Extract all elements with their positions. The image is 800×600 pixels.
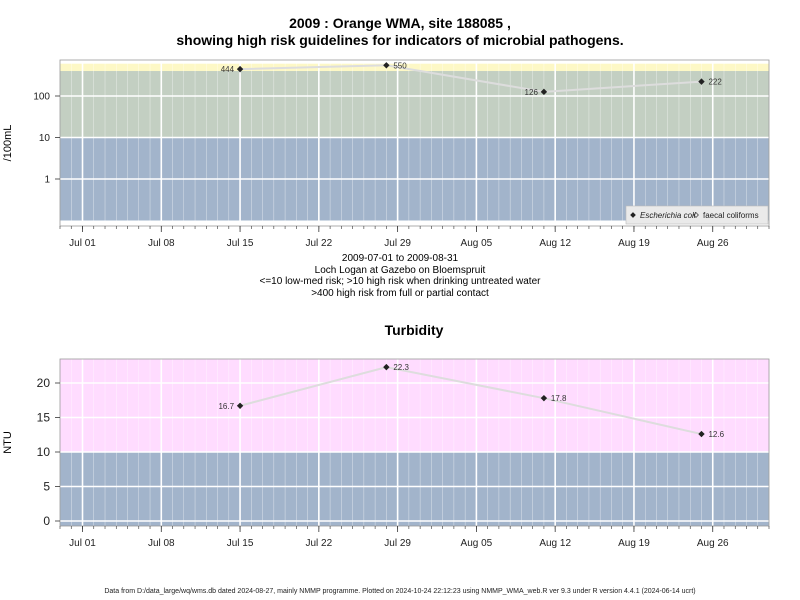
data-label: 222 <box>708 78 722 87</box>
data-label: 16.7 <box>218 402 234 411</box>
x-tick-label: Jul 22 <box>305 538 332 549</box>
data-point <box>698 430 705 438</box>
data-point <box>383 62 390 69</box>
y-axis-title: /100mL <box>2 125 14 162</box>
series-line <box>239 366 702 436</box>
date-range-label: 2009-07-01 to 2009-08-31 <box>341 253 459 264</box>
data-label: 22.3 <box>393 363 409 372</box>
y-tick-label: 1 <box>44 174 50 185</box>
x-tick-label: Jul 01 <box>69 538 96 549</box>
x-tick-label: Jul 22 <box>305 238 332 249</box>
x-tick-label: Jul 29 <box>384 238 411 249</box>
data-label: 444 <box>221 65 235 74</box>
data-source-footer: Data from D:/data_large/wq/wms.db dated … <box>104 588 696 595</box>
data-label: 17.8 <box>551 394 567 403</box>
chart-title-line2: showing high risk guidelines for indicat… <box>176 32 624 48</box>
y-tick-label: 100 <box>33 91 50 102</box>
data-point <box>383 363 390 371</box>
x-tick-label: Aug 19 <box>618 538 650 549</box>
turbidity-chart: Turbidity Jul 01 Jul 08 Jul 15 Jul 22 Jul 29 A… <box>2 322 770 549</box>
x-tick-label: Jul 15 <box>227 538 254 549</box>
risk-band <box>60 452 769 526</box>
x-tick-label: Aug 12 <box>539 538 571 549</box>
legend-marker <box>693 212 699 218</box>
x-tick-label: Jul 01 <box>69 238 96 249</box>
data-label: 12.6 <box>708 430 724 439</box>
series-line <box>240 64 702 93</box>
turbidity-title: Turbidity <box>385 322 444 338</box>
legend-label: faecal coliforms <box>703 211 759 220</box>
data-label: 550 <box>393 61 407 70</box>
y-tick-label: 5 <box>43 480 50 494</box>
risk-band <box>60 71 769 138</box>
y-tick-label: 10 <box>39 133 51 144</box>
data-point <box>540 394 548 402</box>
risk-band <box>60 63 769 72</box>
risk-note-drinking: <=10 low-med risk; >10 high risk when dr… <box>259 276 541 287</box>
x-tick-label: Jul 15 <box>227 238 254 249</box>
y-tick-label: 10 <box>37 445 51 459</box>
y-tick-label: 20 <box>37 376 51 390</box>
x-tick-label: Aug 26 <box>697 538 729 549</box>
plot-frame <box>59 59 770 227</box>
legend-label: Escherichia coli <box>640 211 696 220</box>
x-tick-label: Aug 05 <box>461 238 493 249</box>
site-name-label: Loch Logan at Gazebo on Bloemspruit <box>314 264 486 276</box>
risk-band <box>60 359 769 452</box>
legend-box <box>625 205 769 225</box>
x-tick-label: Aug 26 <box>697 238 729 249</box>
risk-note-contact: >400 high risk from full or partial cont… <box>311 287 489 299</box>
x-tick-label: Jul 08 <box>148 538 175 549</box>
x-tick-label: Aug 05 <box>461 538 493 549</box>
data-point <box>698 78 705 85</box>
y-tick-label: 0 <box>43 514 50 528</box>
chart-title-line1: 2009 : Orange WMA, site 188085 , <box>289 15 511 31</box>
data-point <box>236 402 244 409</box>
x-tick-label: Aug 19 <box>618 238 650 249</box>
y-tick-label: 15 <box>37 411 51 425</box>
bacteria-chart: Jul 01 Jul 08 Jul 15 Jul 22 Jul 29 Aug 05 Aug … <box>2 59 770 249</box>
data-label: 126 <box>525 88 539 97</box>
legend-marker <box>630 212 636 218</box>
plot-frame <box>59 358 770 527</box>
data-point <box>236 65 244 73</box>
data-point <box>540 88 548 96</box>
x-tick-label: Aug 12 <box>539 238 571 249</box>
x-tick-label: Jul 29 <box>384 538 411 549</box>
x-tick-label: Jul 08 <box>148 238 175 249</box>
y-axis-title: NTU <box>2 431 14 454</box>
